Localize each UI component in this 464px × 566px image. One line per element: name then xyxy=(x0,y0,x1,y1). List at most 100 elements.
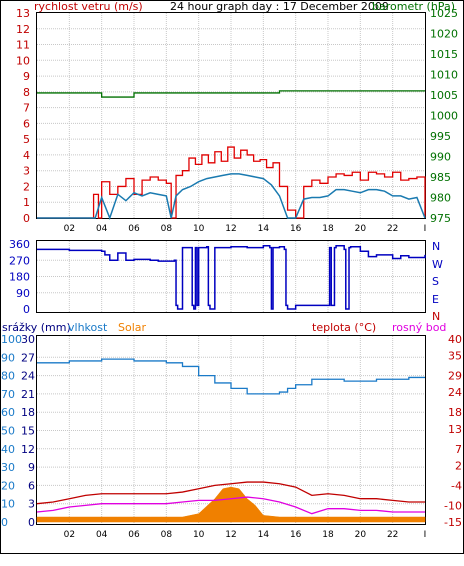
dew-point-line xyxy=(36,496,425,515)
y-tick-label-wind: 13 xyxy=(16,7,30,20)
y-tick-label-temperature: -4 xyxy=(451,479,462,492)
solar-label: Solar xyxy=(118,321,147,334)
wind-average-line xyxy=(37,173,426,221)
wind-speed-label: rychlost vetru (m/s) xyxy=(34,0,143,13)
y-tick-label-temperature: 35 xyxy=(448,350,462,363)
y-tick-label-humidity: 0 xyxy=(1,516,8,529)
y-tick-label-direction: 90 xyxy=(16,287,30,300)
y-tick-label-wind: 2 xyxy=(23,180,30,193)
panel-wind-pressure xyxy=(36,12,426,219)
graph-title: 24 hour graph day : 17 December 2009 xyxy=(170,0,389,13)
y-tick-label-rain: 9 xyxy=(28,461,35,474)
compass-label: N xyxy=(432,240,440,253)
panel-temperature xyxy=(36,335,426,525)
y-tick-label-wind: 3 xyxy=(23,165,30,178)
y-tick-label-humidity: 20 xyxy=(1,479,15,492)
direction-compass-labels: N W S E N xyxy=(432,240,443,323)
x-tick-label: 18 xyxy=(322,224,334,234)
y-tick-label-wind: 10 xyxy=(16,54,30,67)
x-tick-label: 02 xyxy=(64,530,75,540)
y-tick-label-temperature: 18 xyxy=(448,406,462,419)
y-tick-label-humidity: 80 xyxy=(1,370,15,383)
x-tick-label: 12 xyxy=(225,530,236,540)
y-tick-label-wind: 5 xyxy=(23,133,30,146)
y-tick-label-wind: 11 xyxy=(16,39,30,52)
y-tick-label-wind: 9 xyxy=(23,70,30,83)
x-tick-label: I xyxy=(424,530,427,540)
x-tick-label: 02 xyxy=(64,224,75,234)
y-tick-label-wind: 12 xyxy=(16,23,30,36)
y-tick-label-pressure: 995 xyxy=(430,130,451,143)
y-tick-label-rain: 24 xyxy=(21,370,35,383)
y-tick-label-temperature: 13 xyxy=(448,423,462,436)
temperature-label: teplota (°C) xyxy=(312,321,376,334)
y-tick-label-temperature: 7 xyxy=(455,443,462,456)
compass-label: S xyxy=(432,275,439,288)
humidity-label: vlhkost xyxy=(68,321,108,334)
y-tick-label-humidity: 100 xyxy=(1,333,22,346)
x-tick-label: 22 xyxy=(387,224,398,234)
y-tick-label-pressure: 1020 xyxy=(430,28,458,41)
x-tick-label: 06 xyxy=(128,530,140,540)
temperature-line xyxy=(36,481,425,505)
x-tick-label: 08 xyxy=(161,224,173,234)
x-tick-label: 10 xyxy=(193,530,205,540)
x-tick-label: 20 xyxy=(355,530,367,540)
y-tick-label-pressure: 975 xyxy=(430,212,451,225)
x-tick-label: 14 xyxy=(258,530,270,540)
wind-gust-line xyxy=(37,146,426,219)
y-tick-label-pressure: 990 xyxy=(430,151,451,164)
y-tick-label-temperature: 2 xyxy=(455,459,462,472)
y-tick-label-humidity: 90 xyxy=(1,351,15,364)
y-tick-label-wind: 6 xyxy=(23,117,30,130)
compass-label: N xyxy=(432,310,440,323)
y-tick-label-humidity: 60 xyxy=(1,406,15,419)
y-tick-label-direction: 180 xyxy=(9,271,30,284)
y-tick-label-rain: 6 xyxy=(28,479,35,492)
y-tick-label-wind: 8 xyxy=(23,86,30,99)
y-tick-label-pressure: 1025 xyxy=(430,7,458,20)
y-tick-label-humidity: 50 xyxy=(1,425,15,438)
y-tick-label-temperature: 40 xyxy=(448,333,462,346)
x-tick-label: 06 xyxy=(128,224,140,234)
panel-wind-direction xyxy=(36,240,426,313)
x-tick-label: 12 xyxy=(225,224,236,234)
y-tick-label-pressure: 985 xyxy=(430,171,451,184)
y-tick-label-direction: 0 xyxy=(23,303,30,316)
x-tick-label: 10 xyxy=(193,224,205,234)
x-tick-label: 04 xyxy=(96,224,108,234)
x-tick-label: 16 xyxy=(290,224,302,234)
y-tick-label-pressure: 980 xyxy=(430,192,451,205)
y-tick-label-rain: 15 xyxy=(21,425,35,438)
x-tick-label: I xyxy=(424,224,427,234)
x-tick-label: 22 xyxy=(387,530,398,540)
y-tick-label-rain: 30 xyxy=(21,333,35,346)
x-tick-label: 16 xyxy=(290,530,302,540)
barometer-label: barometr (hPa) xyxy=(372,0,455,13)
compass-label: W xyxy=(432,258,443,271)
y-tick-label-humidity: 70 xyxy=(1,388,15,401)
y-tick-label-pressure: 1010 xyxy=(430,69,458,82)
y-tick-label-temperature: 24 xyxy=(448,386,462,399)
x-tick-label: 04 xyxy=(96,530,108,540)
y-tick-label-rain: 0 xyxy=(28,516,35,529)
barometer-line xyxy=(37,90,425,98)
dew-point-label: rosný bod xyxy=(392,321,446,334)
y-tick-label-humidity: 30 xyxy=(1,461,15,474)
compass-label: E xyxy=(432,293,439,306)
y-tick-label-rain: 12 xyxy=(21,443,35,456)
x-tick-label: 18 xyxy=(322,530,334,540)
humidity-line xyxy=(37,358,425,395)
y-tick-label-rain: 18 xyxy=(21,406,35,419)
y-tick-label-humidity: 40 xyxy=(1,443,15,456)
y-tick-label-temperature: -15 xyxy=(444,516,462,529)
y-tick-label-wind: 0 xyxy=(23,212,30,225)
y-tick-label-rain: 27 xyxy=(21,351,35,364)
y-tick-label-wind: 4 xyxy=(23,149,30,162)
x-tick-label: 14 xyxy=(258,224,270,234)
y-tick-label-wind: 7 xyxy=(23,102,30,115)
y-tick-label-pressure: 1000 xyxy=(430,110,458,123)
y-tick-label-humidity: 10 xyxy=(1,498,15,511)
y-tick-label-temperature: 29 xyxy=(448,370,462,383)
